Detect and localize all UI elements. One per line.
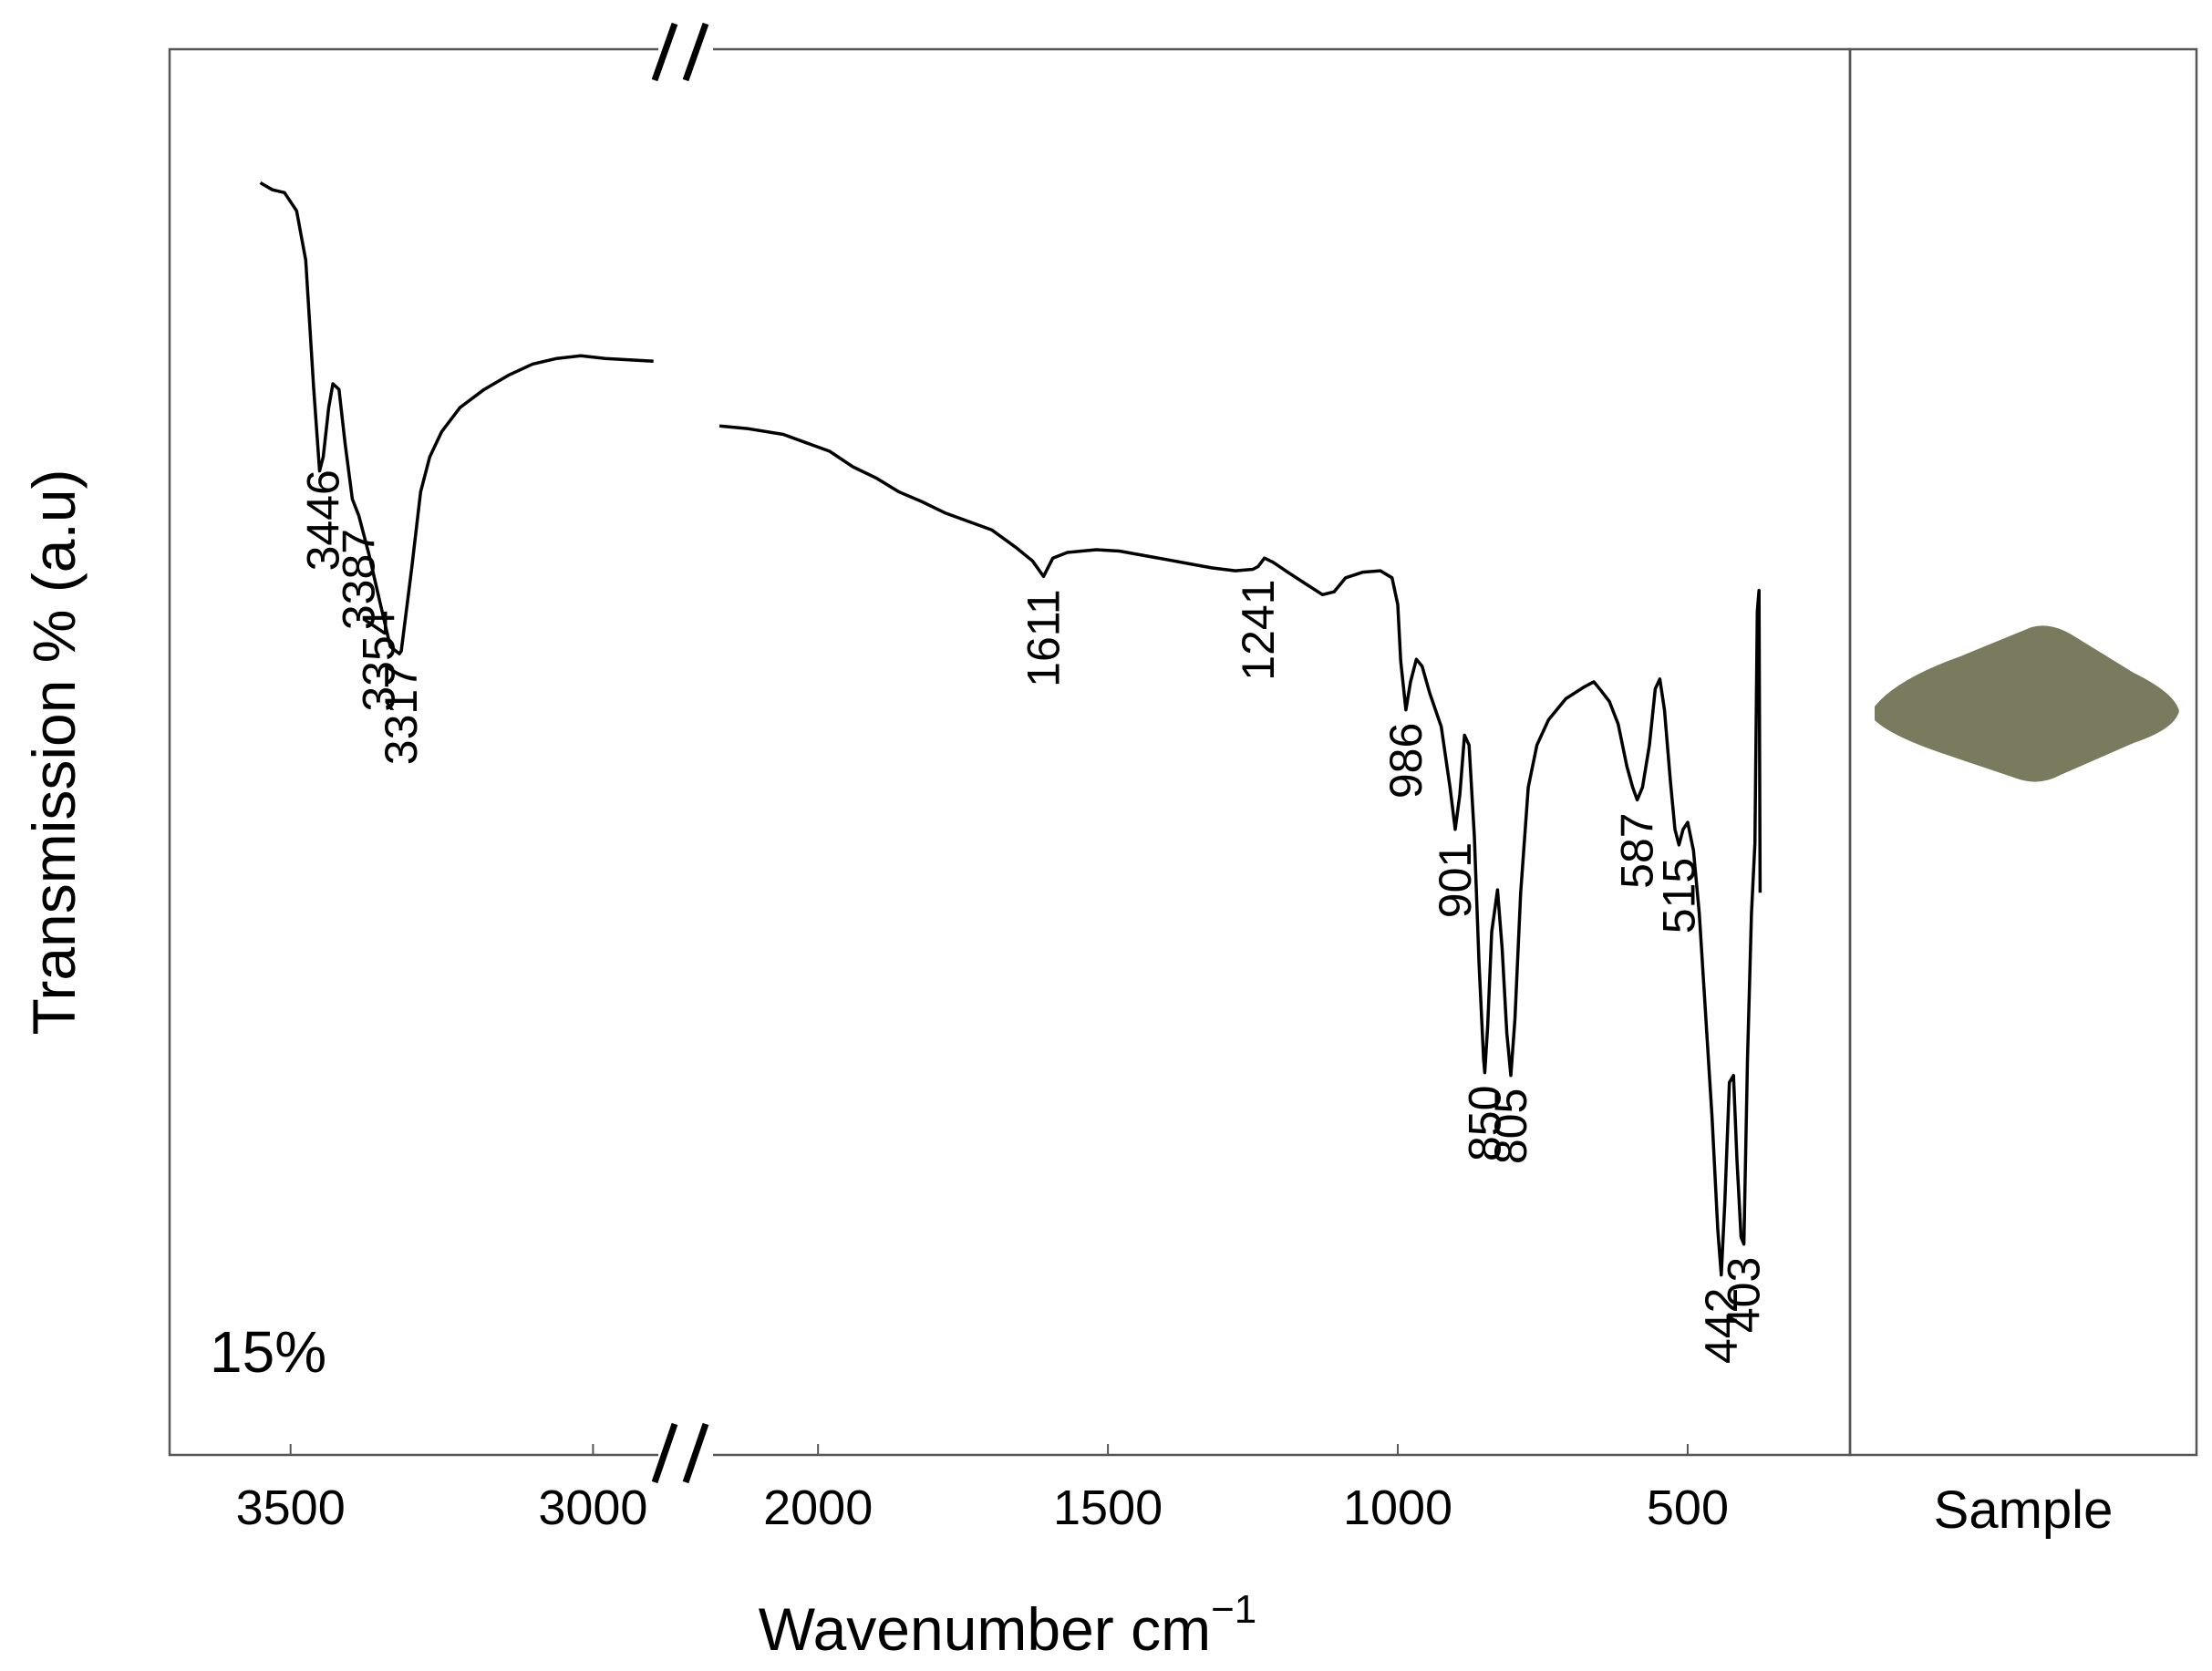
x-axis-title-main: Wavenumber cm (759, 1595, 1211, 1663)
sample-panel-frame (1848, 47, 2198, 1457)
peak-label: 1611 (1018, 589, 1070, 687)
peak-label: 1241 (1233, 580, 1284, 681)
x-tick-label: 3500 (236, 1480, 346, 1535)
peak-label: 3387 (334, 529, 385, 630)
x-axis-title-superscript: −1 (1211, 1587, 1256, 1632)
x-axis-title: Wavenumber cm−1 (759, 1587, 1257, 1663)
spectrum-line-low (718, 424, 1762, 1277)
x-tick-label: 500 (1647, 1480, 1729, 1535)
x-tick-label: 3000 (538, 1480, 647, 1535)
peak-label: 3354 (354, 610, 405, 711)
peak-label: 3446 (298, 469, 349, 571)
peak-label: 515 (1653, 858, 1704, 933)
spectrum-lines (259, 181, 1762, 1277)
peak-label: 805 (1485, 1088, 1536, 1164)
x-tick-label: 1500 (1053, 1480, 1163, 1535)
peak-label: 403 (1719, 1257, 1770, 1333)
panel-label: 15% (210, 1319, 326, 1385)
peak-label: 986 (1380, 723, 1432, 799)
top-axis-break-mark (651, 22, 709, 82)
sample-label: Sample (1934, 1480, 2114, 1540)
peak-label: 442 (1696, 1288, 1747, 1364)
sample-powder-image (1875, 625, 2179, 782)
x-tick-label: 2000 (763, 1480, 873, 1535)
bottom-axis-break-mark (651, 1422, 709, 1484)
peak-label: 587 (1612, 812, 1663, 888)
y-axis-title: Transmission % (a.u) (20, 469, 88, 1035)
peak-label: 3317 (376, 664, 427, 765)
x-axis-ticks: 3500 3000 2000 1500 1000 500 (236, 1444, 1729, 1535)
x-tick-label: 1000 (1343, 1480, 1452, 1535)
peak-label: 901 (1430, 842, 1481, 918)
spectrum-line-high (259, 181, 654, 655)
peak-label: 850 (1459, 1086, 1510, 1161)
